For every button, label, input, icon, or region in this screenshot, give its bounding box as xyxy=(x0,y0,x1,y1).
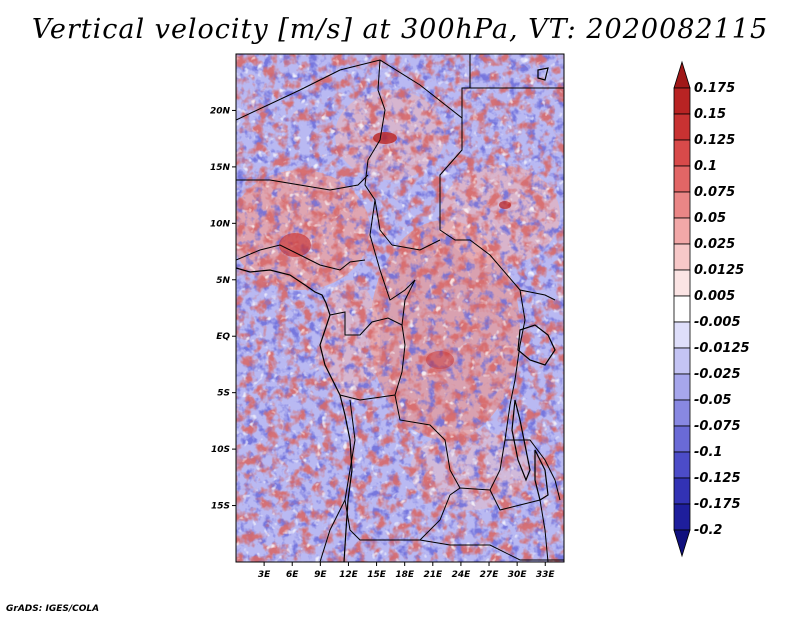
latitude-axis: 20N 15N 10N 5N EQ 5S 10S 15S xyxy=(210,106,236,512)
colorbar-segment xyxy=(673,191,691,219)
lat-label: 15N xyxy=(210,163,231,173)
colorbar-segment xyxy=(673,139,691,167)
lon-label: 15E xyxy=(367,570,387,580)
velocity-field xyxy=(236,54,564,562)
colorbar-segment xyxy=(673,399,691,427)
colorbar-label: -0.175 xyxy=(694,497,741,512)
colorbar-label: 0.0125 xyxy=(694,263,744,278)
country-borders xyxy=(236,54,564,562)
map-frame xyxy=(235,53,565,563)
colorbar-segment xyxy=(673,347,691,375)
colorbar-label: -0.075 xyxy=(694,419,741,434)
colorbar-segment xyxy=(673,425,691,453)
colorbar-segment xyxy=(673,243,691,271)
colorbar-segment xyxy=(673,503,691,531)
colorbar-segment xyxy=(673,295,691,323)
colorbar-segment xyxy=(673,113,691,141)
lat-label: 10S xyxy=(211,445,230,455)
colorbar-label: 0.1 xyxy=(694,159,717,174)
colorbar-label: 0.15 xyxy=(694,107,726,122)
colorbar-label: 0.025 xyxy=(694,237,735,252)
colorbar-segment xyxy=(673,269,691,297)
lat-label: 15S xyxy=(211,502,230,512)
colorbar-label: 0.175 xyxy=(694,81,735,96)
colorbar-label: -0.0125 xyxy=(694,341,750,356)
lat-label: 10N xyxy=(210,219,231,229)
colorbar-segment xyxy=(673,321,691,349)
lon-label: 6E xyxy=(286,570,299,580)
lon-label: 21E xyxy=(423,570,443,580)
colorbar-segment xyxy=(673,477,691,505)
colorbar-segment xyxy=(673,529,691,558)
lon-label: 12E xyxy=(339,570,359,580)
colorbar-label: -0.025 xyxy=(694,367,741,382)
colorbar-segment xyxy=(673,373,691,401)
colorbar-segment xyxy=(673,451,691,479)
colorbar-label: 0.005 xyxy=(694,289,735,304)
lat-label: 5S xyxy=(217,389,230,399)
lon-label: 33E xyxy=(536,570,556,580)
colorbar-label: 0.075 xyxy=(694,185,735,200)
lon-label: 24E xyxy=(452,570,472,580)
lat-label: 20N xyxy=(210,106,231,116)
lon-label: 9E xyxy=(314,570,327,580)
colorbar-segment xyxy=(673,165,691,193)
colorbar: 0.175 0.15 0.125 0.1 0.075 0.05 0.025 0.0125 0.0… xyxy=(673,60,750,558)
colorbar-segment xyxy=(673,87,691,115)
colorbar-segment xyxy=(673,217,691,245)
lon-label: 18E xyxy=(395,570,415,580)
lon-label: 27E xyxy=(480,570,500,580)
lat-label: 5N xyxy=(216,276,230,286)
colorbar-label: 0.125 xyxy=(694,133,735,148)
plot-title: Vertical velocity [m/s] at 300hPa, VT: 2… xyxy=(31,14,769,45)
colorbar-label: -0.1 xyxy=(694,445,722,460)
footer-credit: GrADS: IGES/COLA xyxy=(6,604,100,614)
lat-label: EQ xyxy=(216,332,230,342)
colorbar-label: 0.05 xyxy=(694,211,726,226)
coastline xyxy=(236,67,556,562)
longitude-axis: 3E 6E 9E 12E 15E 18E 21E 24E 27E 30E 33E xyxy=(258,562,556,580)
colorbar-label: -0.2 xyxy=(694,523,722,538)
colorbar-label: -0.05 xyxy=(694,393,731,408)
colorbar-label: -0.125 xyxy=(694,471,741,486)
colorbar-segment xyxy=(673,60,691,89)
lon-label: 30E xyxy=(508,570,528,580)
colorbar-label: -0.005 xyxy=(694,315,741,330)
lon-label: 3E xyxy=(258,570,271,580)
